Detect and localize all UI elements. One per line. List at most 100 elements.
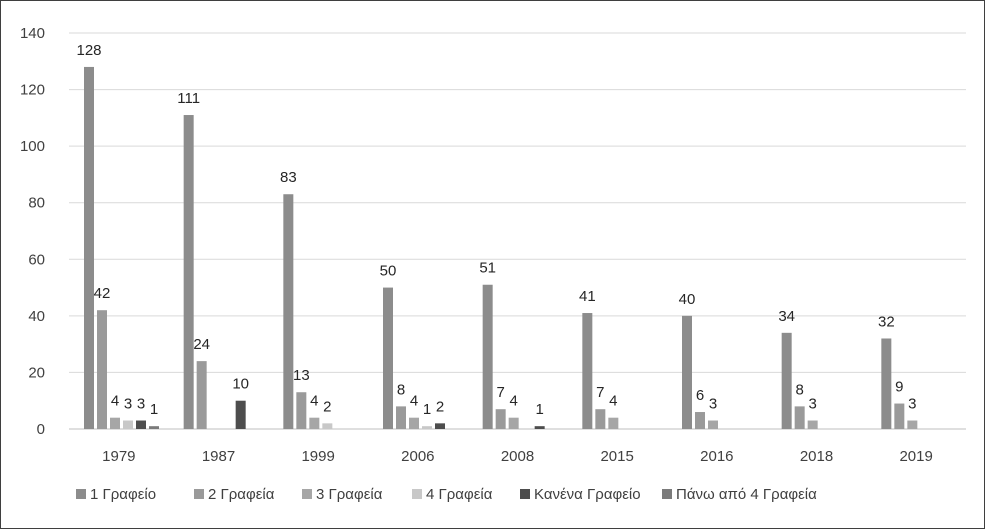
bar bbox=[781, 332, 792, 429]
legend-label: 2 Γραφεία bbox=[208, 486, 275, 503]
legend-item: Πάνω από 4 Γραφεία bbox=[662, 486, 817, 503]
legend-label: Κανένα Γραφείο bbox=[534, 486, 641, 503]
data-label: 2 bbox=[323, 398, 331, 415]
data-label: 8 bbox=[795, 381, 803, 398]
bar bbox=[396, 406, 406, 429]
bar bbox=[595, 409, 606, 429]
legend-swatch bbox=[302, 489, 312, 499]
bar bbox=[97, 310, 107, 429]
legend-label: Πάνω από 4 Γραφεία bbox=[676, 486, 817, 503]
legend-swatch bbox=[412, 489, 422, 499]
data-label: 34 bbox=[778, 308, 795, 325]
data-label: 128 bbox=[76, 42, 101, 59]
data-label: 1 bbox=[535, 401, 543, 418]
y-tick-label: 40 bbox=[28, 308, 45, 325]
data-label: 7 bbox=[596, 384, 604, 401]
bar bbox=[435, 423, 445, 429]
data-label: 2 bbox=[436, 398, 444, 415]
bar bbox=[422, 426, 432, 429]
legend-swatch bbox=[76, 489, 86, 499]
legend-label: 1 Γραφείο bbox=[90, 486, 156, 503]
x-tick-label: 2015 bbox=[600, 448, 633, 465]
data-label: 1 bbox=[423, 401, 431, 418]
bar bbox=[695, 412, 705, 429]
bar bbox=[183, 115, 194, 430]
bar bbox=[136, 420, 146, 429]
data-label: 4 bbox=[111, 393, 119, 410]
legend-swatch bbox=[662, 489, 672, 499]
bar bbox=[807, 420, 818, 429]
data-label: 4 bbox=[410, 393, 418, 410]
x-tick-label: 2016 bbox=[700, 448, 733, 465]
bar bbox=[322, 423, 333, 429]
bar bbox=[508, 417, 519, 429]
bar bbox=[794, 406, 805, 429]
legend-item: 2 Γραφεία bbox=[194, 486, 275, 503]
data-label: 83 bbox=[280, 169, 297, 186]
x-tick-label: 1987 bbox=[202, 448, 235, 465]
data-label: 24 bbox=[193, 336, 210, 353]
legend: 1 Γραφείο 2 Γραφεία 3 Γραφεία 4 Γραφεία Κανέ… bbox=[76, 486, 817, 503]
data-label: 6 bbox=[696, 387, 704, 404]
y-tick-label: 20 bbox=[28, 364, 45, 381]
bars bbox=[84, 66, 918, 430]
data-label: 51 bbox=[479, 260, 496, 277]
bar bbox=[582, 313, 593, 429]
data-label: 32 bbox=[878, 313, 895, 330]
legend-item: 1 Γραφείο bbox=[76, 486, 156, 503]
data-label: 8 bbox=[397, 381, 405, 398]
data-label: 3 bbox=[808, 396, 816, 413]
bar bbox=[309, 417, 320, 429]
x-tick-label: 1979 bbox=[102, 448, 135, 465]
legend-item: 3 Γραφεία bbox=[302, 486, 383, 503]
data-label: 40 bbox=[679, 291, 696, 308]
bar bbox=[196, 361, 207, 429]
bar bbox=[682, 315, 692, 429]
data-label: 3 bbox=[137, 396, 145, 413]
data-label: 3 bbox=[124, 396, 132, 413]
legend-label: 3 Γραφεία bbox=[316, 486, 383, 503]
x-tick-label: 2018 bbox=[800, 448, 833, 465]
data-label: 111 bbox=[177, 90, 200, 107]
x-tick-label: 2019 bbox=[899, 448, 932, 465]
bar bbox=[84, 66, 94, 429]
x-axis: 1979 1987 1999 2006 2008 2015 2016 2018 2019 bbox=[102, 448, 933, 465]
bar bbox=[235, 400, 246, 429]
y-tick-label: 140 bbox=[20, 25, 45, 42]
data-label: 9 bbox=[895, 379, 903, 396]
legend-swatch bbox=[194, 489, 204, 499]
bar bbox=[123, 420, 133, 429]
bar bbox=[881, 338, 892, 429]
bar bbox=[608, 417, 619, 429]
bar bbox=[907, 420, 918, 429]
data-label: 3 bbox=[908, 396, 916, 413]
y-tick-label: 0 bbox=[37, 421, 45, 438]
legend-label: 4 Γραφεία bbox=[426, 486, 493, 503]
data-label: 3 bbox=[709, 396, 717, 413]
data-label: 4 bbox=[509, 393, 517, 410]
x-tick-label: 1999 bbox=[301, 448, 334, 465]
bar bbox=[383, 287, 393, 429]
legend-swatch bbox=[520, 489, 530, 499]
bar bbox=[495, 409, 506, 429]
y-axis: 0 20 40 60 80 100 120 140 bbox=[20, 25, 45, 438]
y-tick-label: 60 bbox=[28, 251, 45, 268]
x-tick-label: 2006 bbox=[401, 448, 434, 465]
legend-item: Κανένα Γραφείο bbox=[520, 486, 641, 503]
bar bbox=[296, 392, 307, 429]
bar bbox=[708, 420, 718, 429]
y-tick-label: 100 bbox=[20, 138, 45, 155]
data-label: 4 bbox=[609, 393, 617, 410]
data-label: 13 bbox=[293, 367, 310, 384]
x-tick-label: 2008 bbox=[501, 448, 534, 465]
bar bbox=[149, 426, 159, 429]
bar bbox=[283, 194, 294, 429]
data-label: 50 bbox=[380, 263, 397, 280]
bar bbox=[482, 284, 493, 429]
bar bbox=[534, 426, 545, 429]
data-label: 42 bbox=[94, 285, 111, 302]
data-label: 10 bbox=[232, 376, 249, 393]
